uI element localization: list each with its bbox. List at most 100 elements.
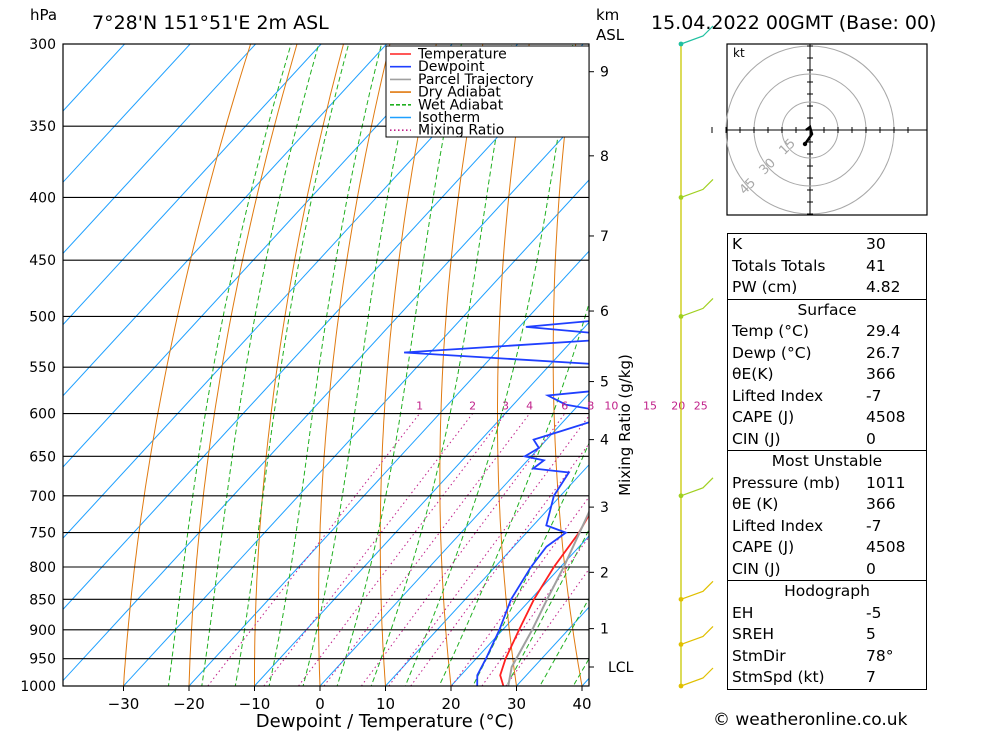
- dry-adiabat-line: [439, 44, 484, 686]
- series-parcel-trajectory: [507, 509, 589, 686]
- x-tick-label: −20: [173, 695, 205, 713]
- dry-adiabat-line: [379, 44, 437, 686]
- k-label: K: [732, 235, 743, 253]
- isotherm-line: [63, 44, 257, 255]
- pressure-tick-label: 400: [29, 190, 56, 206]
- isotherm-line: [63, 44, 388, 397]
- mu-cin-label: CIN (J): [732, 559, 781, 578]
- dry-adiabat-line: [991, 7, 1000, 712]
- dry-adiabat-line: [188, 44, 298, 686]
- mixing-ratio-line: [410, 442, 589, 686]
- surface-temp-value: 29.4: [866, 322, 901, 340]
- isotherm-line: [122, 179, 589, 686]
- mixing-ratio-line: [360, 413, 566, 686]
- dry-adiabat-line: [552, 44, 583, 686]
- stmdir-value: 78°: [866, 646, 894, 665]
- series-dewpoint: [404, 320, 589, 686]
- wet-adiabat-line: [201, 44, 320, 686]
- wind-barb: [680, 477, 714, 497]
- mu-theta-value: 366: [866, 495, 896, 513]
- hodograph-end-dot: [802, 141, 808, 147]
- eh-label: EH: [732, 603, 754, 622]
- dry-adiabat-line: [122, 44, 252, 686]
- mixing-ratio-line: [481, 536, 589, 686]
- wind-barb: [680, 626, 714, 645]
- wind-barb: [680, 178, 714, 198]
- pressure-isobars: [63, 43, 589, 687]
- surface-li-value: -7: [866, 386, 882, 405]
- pressure-tick-label: 850: [29, 592, 56, 608]
- height-tick-label: 7: [600, 229, 609, 245]
- pressure-tick-label: 900: [29, 623, 56, 639]
- pressure-tick-label: 550: [29, 360, 56, 376]
- pressure-unit-label: hPa: [30, 6, 57, 24]
- totals-label: Totals Totals: [732, 256, 826, 275]
- pressure-tick-label: 450: [29, 253, 56, 269]
- x-tick-label: 10: [376, 695, 395, 713]
- hodograph-table-title: Hodograph: [784, 582, 870, 600]
- mu-li-value: -7: [866, 516, 882, 535]
- hodograph-trace: [803, 124, 814, 145]
- pressure-tick-label: 650: [29, 449, 56, 465]
- mixing-ratio-line: [451, 496, 589, 686]
- mixing-ratio-label: 10: [604, 400, 618, 413]
- pressure-tick-label: 800: [29, 560, 56, 576]
- x-tick-label: 0: [315, 695, 325, 713]
- isotherm-line: [253, 321, 589, 686]
- wet-adiabat-line: [234, 44, 350, 686]
- mixing-ratio-label: 20: [671, 400, 685, 413]
- wind-barb: [680, 580, 714, 600]
- pressure-tick-label: 700: [29, 489, 56, 505]
- x-tick-label: 30: [507, 695, 526, 713]
- stmdir-label: StmDir: [732, 646, 786, 665]
- dry-adiabat-line: [660, 7, 720, 712]
- mu-cape-label: CAPE (J): [732, 538, 795, 556]
- surface-dewp-label: Dewp (°C): [732, 343, 812, 362]
- pw-label: PW (cm): [732, 278, 798, 296]
- height-tick-label: 5: [600, 375, 609, 391]
- mixing-ratio-label: 2: [469, 400, 476, 413]
- height-tick-label: 6: [600, 304, 609, 320]
- mixing-ratio-label: 1: [416, 400, 423, 413]
- credit-link[interactable]: © weatheronline.co.uk: [713, 710, 908, 730]
- surface-cape-label: CAPE (J): [732, 408, 795, 426]
- mixing-ratio-label: 25: [694, 400, 708, 413]
- most-unstable-title: Most Unstable: [771, 452, 883, 470]
- sreh-value: 5: [866, 625, 876, 643]
- isotherm-line: [63, 44, 322, 326]
- mixing-ratio-line: [323, 413, 530, 686]
- height-tick-label: 4: [600, 433, 609, 449]
- surface-cin-value: 0: [866, 429, 876, 448]
- isotherm-line: [450, 535, 589, 686]
- isotherm-line: [63, 44, 453, 468]
- mixing-ratio-label: 3: [502, 400, 509, 413]
- background-lines: [63, 7, 1000, 712]
- wet-adiabat-line: [404, 44, 574, 686]
- mixing-ratio-line: [388, 415, 589, 686]
- datetime-title: 15.04.2022 00GMT (Base: 00): [651, 12, 936, 34]
- height-tick-label: 1: [600, 622, 609, 638]
- location-title: 7°28'N 151°51'E 2m ASL: [92, 12, 329, 34]
- stmspd-label: StmSpd (kt): [732, 668, 825, 686]
- pressure-tick-label: 750: [29, 526, 56, 542]
- indices-panel: K 30 Totals Totals 41 PW (cm) 4.82 Surface …: [727, 233, 927, 690]
- mu-cape-value: 4508: [866, 538, 906, 556]
- pressure-tick-label: 1000: [20, 679, 56, 695]
- isotherm-line: [188, 250, 589, 686]
- mixing-ratio-label: 15: [643, 400, 657, 413]
- mixing-ratio-label: 8: [587, 400, 594, 413]
- height-unit-label: km: [596, 6, 619, 24]
- mu-cin-value: 0: [866, 559, 876, 578]
- hodograph-unit-label: kt: [733, 46, 745, 60]
- pressure-tick-label: 350: [29, 119, 56, 135]
- x-tick-label: −30: [108, 695, 140, 713]
- legend-label: Dry Adiabat: [418, 85, 501, 101]
- dry-adiabat-line: [254, 44, 345, 686]
- surface-cape-value: 4508: [866, 408, 906, 426]
- surface-dewp-value: 26.7: [866, 343, 901, 362]
- dry-adiabat-line: [945, 7, 1000, 712]
- height-tick-label: 9: [600, 65, 609, 81]
